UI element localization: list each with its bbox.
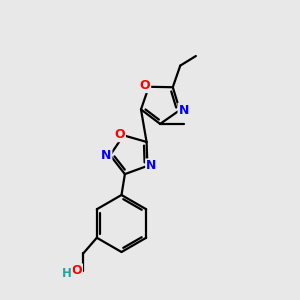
Text: N: N — [146, 159, 157, 172]
Text: N: N — [178, 103, 189, 117]
Text: O: O — [114, 128, 125, 141]
Text: N: N — [101, 149, 111, 162]
Text: O: O — [140, 79, 150, 92]
Text: H: H — [62, 267, 72, 280]
Text: O: O — [71, 264, 82, 277]
